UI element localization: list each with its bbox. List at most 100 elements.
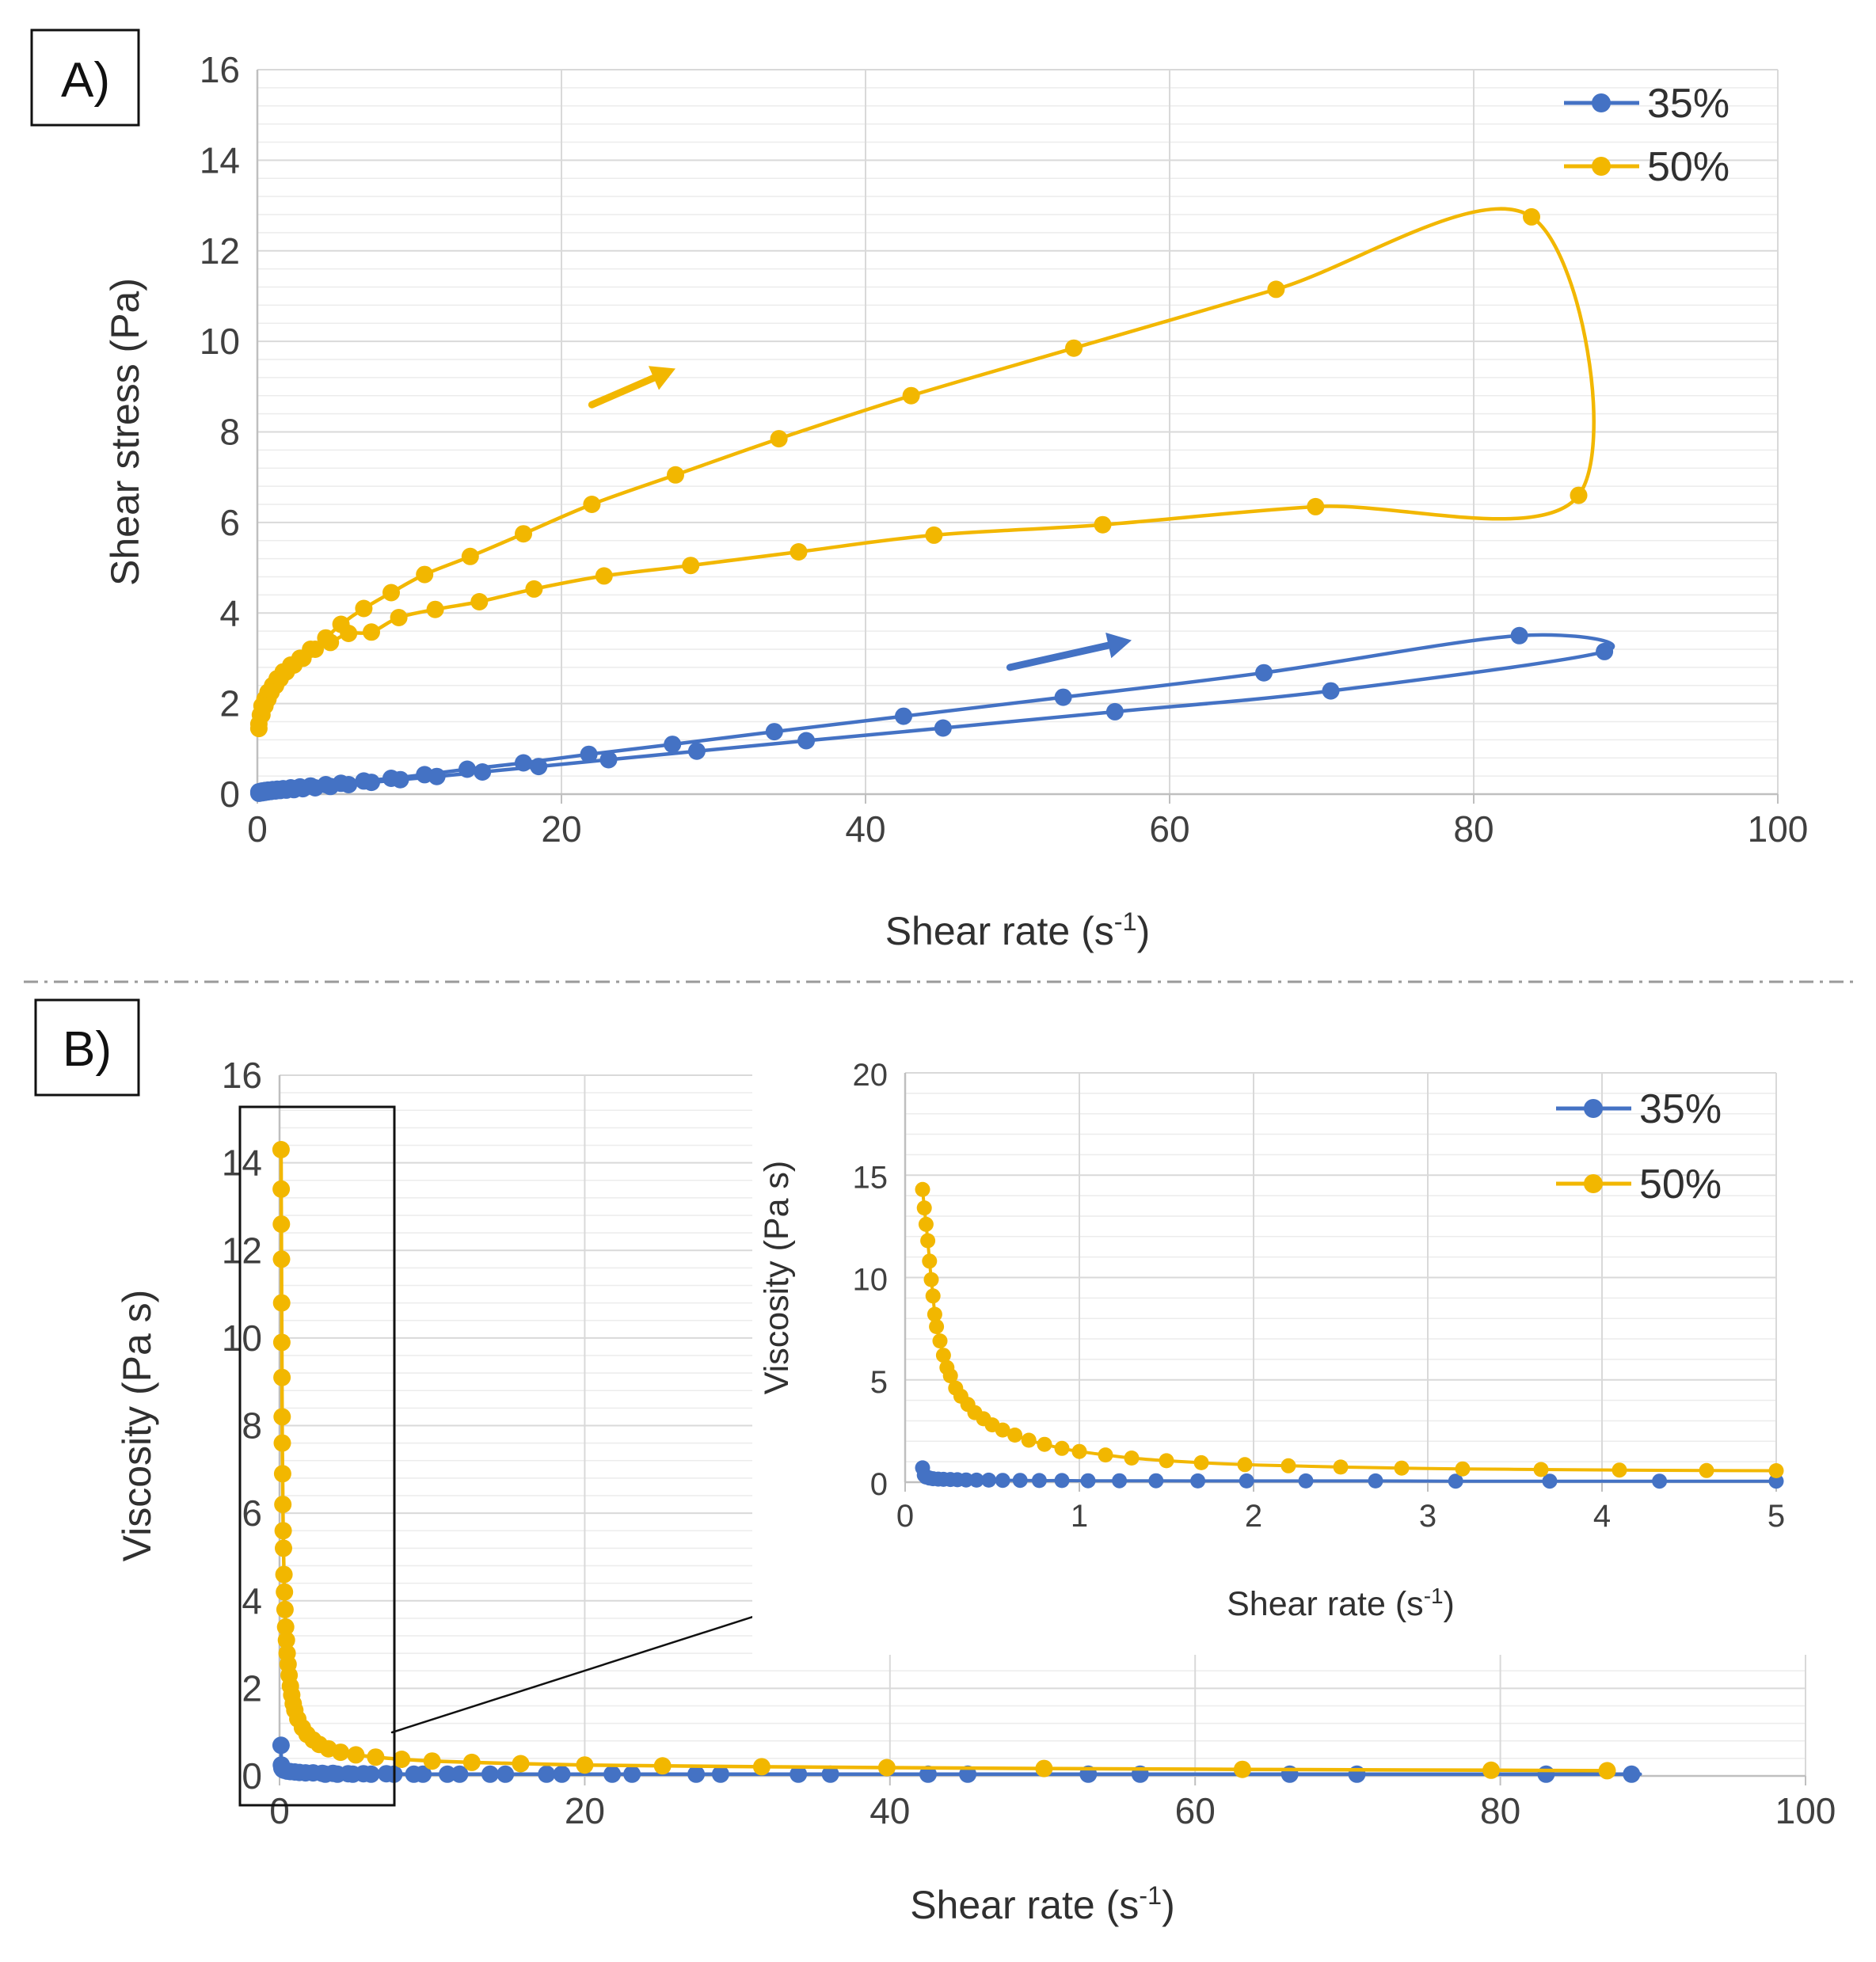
inset-point-35pct: [1239, 1473, 1254, 1489]
panel-a-point-50pct: [902, 386, 920, 405]
panel-a-y-tick-label: 12: [200, 230, 240, 272]
inset-point-50pct: [1071, 1443, 1087, 1459]
inset-point-50pct: [1533, 1462, 1549, 1477]
panel-b-point-50pct: [275, 1539, 292, 1557]
panel-b-point-50pct: [576, 1756, 594, 1774]
panel-b-point-50pct: [274, 1496, 292, 1514]
panel-b-point-50pct: [653, 1757, 672, 1775]
inset-point-50pct: [927, 1306, 942, 1322]
inset-point-50pct: [1699, 1462, 1714, 1478]
panel-a-point-35pct: [797, 732, 816, 750]
panel-a-point-35pct: [1596, 642, 1614, 660]
inset-point-35pct: [1448, 1473, 1463, 1489]
inset-point-35pct: [1652, 1473, 1668, 1489]
panel-b-point-35pct: [711, 1765, 729, 1783]
inset-legend: 35% 50%: [1556, 1086, 1722, 1207]
panel-b-x-axis-title-main: Shear rate (s: [910, 1883, 1139, 1927]
panel-a-point-50pct: [426, 600, 444, 618]
panel-a-point-35pct: [474, 763, 492, 781]
panel-b-point-50pct: [1482, 1761, 1500, 1779]
panel-a-x-axis-title-main: Shear rate (s: [885, 909, 1114, 953]
panel-a-x-axis-title: Shear rate (s-1): [885, 907, 1151, 953]
panel-a-legend-marker-50pct: [1592, 157, 1611, 176]
inset-x-tick-label: 1: [1071, 1499, 1088, 1534]
panel-b-point-50pct: [272, 1180, 291, 1198]
panel-b-point-50pct: [273, 1434, 291, 1452]
panel-a-y-tick-label: 14: [200, 139, 240, 181]
inset-legend-marker-35pct: [1584, 1099, 1603, 1118]
panel-b-point-50pct: [423, 1752, 441, 1770]
panel-a-y-tick-label: 4: [219, 592, 240, 633]
panel-a-point-35pct: [1322, 682, 1340, 700]
inset-point-50pct: [1007, 1428, 1023, 1443]
panel-a-axes: 0 2 4 6 8 10 12 14 16 0 20 40 60 80 100 Shear rate (s-1…: [103, 49, 1808, 953]
panel-b-point-50pct: [272, 1250, 291, 1268]
panel-a-point-35pct: [1510, 626, 1528, 644]
inset-point-35pct: [995, 1473, 1010, 1489]
inset-point-35pct: [968, 1472, 984, 1488]
inset-point-35pct: [1012, 1473, 1028, 1489]
inset-gridlines: [905, 1072, 1777, 1482]
panel-a-x-tick-label: 100: [1748, 808, 1809, 850]
panel-b-point-50pct: [276, 1618, 295, 1636]
panel-a-legend-marker-35pct: [1592, 93, 1611, 112]
panel-a-point-50pct: [470, 593, 489, 610]
inset-point-50pct: [1237, 1457, 1253, 1473]
panel-a-x-tick-label: 20: [541, 808, 581, 850]
panel-a-point-50pct: [416, 565, 434, 584]
panel-b-point-50pct: [275, 1565, 293, 1584]
inset-point-50pct: [1054, 1440, 1070, 1456]
panel-a-point-50pct: [583, 496, 601, 513]
panel-a-point-35pct: [322, 778, 340, 796]
panel-b-point-35pct: [687, 1765, 706, 1783]
panel-b-y-tick-label: 12: [222, 1230, 262, 1271]
panel-b-point-35pct: [272, 1736, 290, 1755]
inset-y-tick-label: 10: [853, 1263, 889, 1298]
inset-axes: 0 5 10 15 20 0 1 2 3 4 5 Shear rate (s-1) Viscosity …: [758, 1058, 1785, 1623]
panel-a-y-tick-label: 16: [200, 49, 240, 90]
panel-b-inset: 0 5 10 15 20 0 1 2 3 4 5 Shear rate (s-1) Viscosity …: [752, 1053, 1813, 1655]
inset-point-50pct: [929, 1319, 945, 1334]
panel-a-point-50pct: [1307, 497, 1325, 515]
panel-a-point-50pct: [1523, 207, 1540, 226]
panel-a-x-axis-title-sup: -1: [1114, 907, 1137, 936]
panel-b-y-tick-label: 6: [242, 1492, 262, 1534]
inset-point-35pct: [1112, 1473, 1128, 1489]
panel-b-point-35pct: [623, 1765, 641, 1783]
panel-a-point-35pct: [599, 751, 618, 769]
panel-b-point-50pct: [512, 1755, 530, 1773]
panel-b-label-box: [34, 998, 140, 1097]
inset-point-35pct: [1542, 1473, 1558, 1489]
panel-b-point-35pct: [329, 1765, 347, 1783]
panel-b-point-35pct: [919, 1765, 937, 1783]
inset-point-50pct: [916, 1200, 932, 1216]
inset-y-tick-label: 0: [870, 1467, 888, 1502]
panel-b-y-tick-label: 10: [222, 1318, 262, 1359]
panel-b-point-50pct: [332, 1743, 350, 1762]
inset-point-35pct: [1298, 1473, 1314, 1489]
panel-b-point-35pct: [414, 1765, 432, 1783]
panel-a-y-tick-label: 10: [200, 321, 240, 362]
panel-a-point-50pct: [1065, 339, 1083, 357]
panel-a-point-50pct: [515, 525, 532, 543]
inset-point-50pct: [925, 1288, 941, 1304]
panel-b-point-35pct: [316, 1765, 334, 1783]
panel-a-series: [249, 207, 1615, 802]
inset-point-50pct: [935, 1348, 951, 1363]
inset-point-50pct: [1021, 1432, 1037, 1448]
inset-background: [752, 1053, 1813, 1655]
panel-a-point-35pct: [580, 745, 598, 763]
panel-a-point-50pct: [306, 641, 324, 658]
panel-a-arrow-35pct-shaft: [1006, 641, 1113, 671]
panel-a-point-35pct: [765, 723, 783, 741]
panel-a-point-50pct: [355, 599, 373, 618]
panel-b-x-tick-label: 80: [1480, 1790, 1520, 1831]
panel-b-point-50pct: [274, 1522, 292, 1540]
inset-point-50pct: [920, 1233, 936, 1249]
panel-a-y-tick-label: 6: [219, 502, 240, 543]
panel-a-point-35pct: [1255, 664, 1273, 682]
panel-a-y-tick-label: 2: [219, 683, 240, 724]
panel-a-arrow-50pct-head: [648, 366, 675, 390]
panel-b-y-axis-title: Viscosity (Pa s): [115, 1290, 159, 1562]
panel-a-x-tick-label: 60: [1149, 808, 1189, 850]
